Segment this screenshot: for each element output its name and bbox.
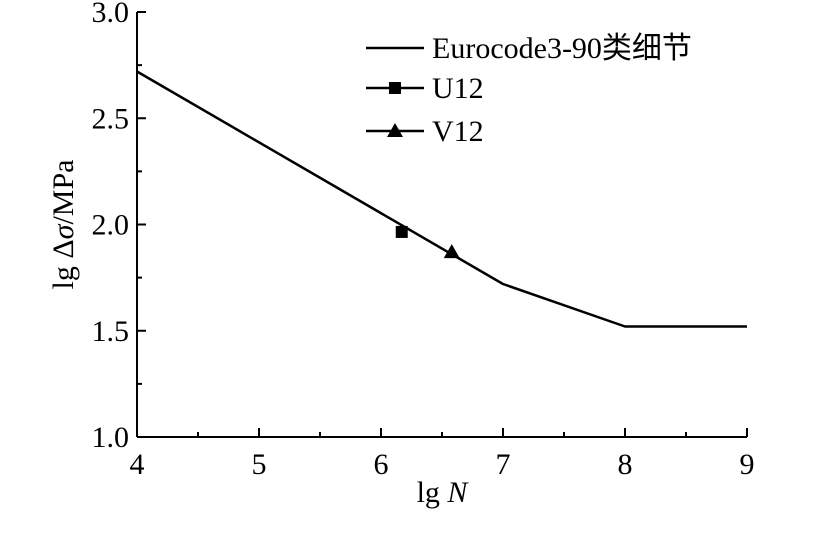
x-tick-label: 7: [496, 448, 511, 481]
series-line-eurocode: [136, 70, 747, 328]
legend-label: V12: [432, 115, 484, 148]
x-tick-label: 5: [252, 448, 267, 481]
legend-marker-u12: [389, 82, 401, 94]
x-axis-title-prefix: lg: [417, 476, 448, 509]
x-axis-title: lg N: [417, 476, 470, 509]
y-tick-label: 1.5: [92, 315, 130, 348]
legend-marker-v12: [387, 123, 403, 137]
x-tick-label: 4: [130, 448, 145, 481]
y-axis-title-variable: σ: [47, 223, 80, 239]
data-point-v12: [443, 244, 460, 259]
legend-label: U12: [432, 72, 484, 105]
x-axis: 4 5 6 7 8 9: [130, 428, 755, 481]
y-tick-label: 2.0: [92, 209, 130, 242]
x-tick-label: 9: [740, 448, 755, 481]
y-tick-label: 1.0: [92, 421, 130, 454]
legend-label: Eurocode3-90类细节: [432, 32, 692, 65]
y-axis-title-suffix: /MPa: [47, 160, 80, 225]
x-tick-label: 8: [618, 448, 633, 481]
y-tick-label: 2.5: [92, 102, 130, 135]
x-axis-title-variable: N: [446, 476, 469, 509]
y-axis-title: lg Δσ/MPa: [47, 160, 80, 290]
y-tick-label: 3.0: [92, 0, 130, 29]
data-point-u12: [395, 225, 408, 238]
legend: Eurocode3-90类细节 U12 V12: [366, 32, 692, 148]
y-axis-title-prefix: lg Δ: [47, 239, 80, 289]
x-tick-label: 6: [374, 448, 389, 481]
y-axis: 1.0 1.5 2.0 2.5 3.0: [92, 0, 146, 454]
series-layer: [136, 70, 747, 328]
